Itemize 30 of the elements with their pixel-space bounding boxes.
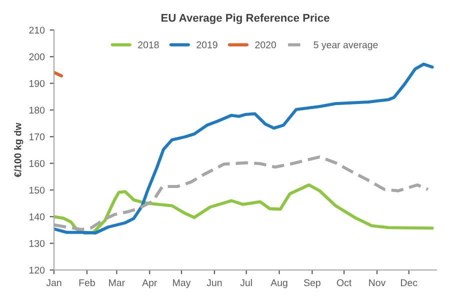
y-tick-label: 180 bbox=[29, 106, 45, 114]
x-tick-label: Jan bbox=[46, 279, 62, 286]
y-tick-label: 190 bbox=[29, 80, 45, 87]
x-tick-label: Apr bbox=[142, 279, 158, 288]
y-tick-label: 170 bbox=[29, 133, 45, 140]
x-tick-label: Jun bbox=[206, 279, 222, 286]
x-tick-label: Jul bbox=[240, 279, 252, 286]
y-tick-label: 140 bbox=[29, 213, 45, 220]
x-tick-label: Nov bbox=[369, 279, 386, 286]
x-tick-label: May bbox=[173, 279, 191, 288]
x-tick-label: Aug bbox=[270, 279, 288, 288]
x-tick-label: Sep bbox=[304, 279, 320, 288]
y-tick-label: 210 bbox=[29, 26, 45, 34]
x-tick-label: Dec bbox=[401, 279, 418, 286]
legend-label: 2020 bbox=[255, 41, 276, 48]
y-tick-label: 160 bbox=[29, 160, 45, 167]
y-tick-label: 130 bbox=[29, 240, 45, 247]
y-tick-label: 120 bbox=[29, 266, 45, 274]
y-tick-label: 150 bbox=[29, 186, 45, 194]
y-tick-label: 200 bbox=[29, 53, 45, 60]
line-series bbox=[54, 62, 434, 234]
y-axis-title: €/100 kg dw bbox=[14, 122, 24, 178]
line-series bbox=[54, 183, 434, 235]
x-tick-label: Feb bbox=[79, 279, 95, 286]
x-tick-label: Mar bbox=[109, 279, 125, 286]
legend-label: 5 year average bbox=[314, 42, 378, 50]
legend-label: 2018 bbox=[138, 41, 159, 48]
legend-label: 2019 bbox=[196, 41, 218, 48]
x-tick-label: Oct bbox=[336, 279, 352, 286]
chart-title: EU Average Pig Reference Price bbox=[161, 14, 330, 24]
